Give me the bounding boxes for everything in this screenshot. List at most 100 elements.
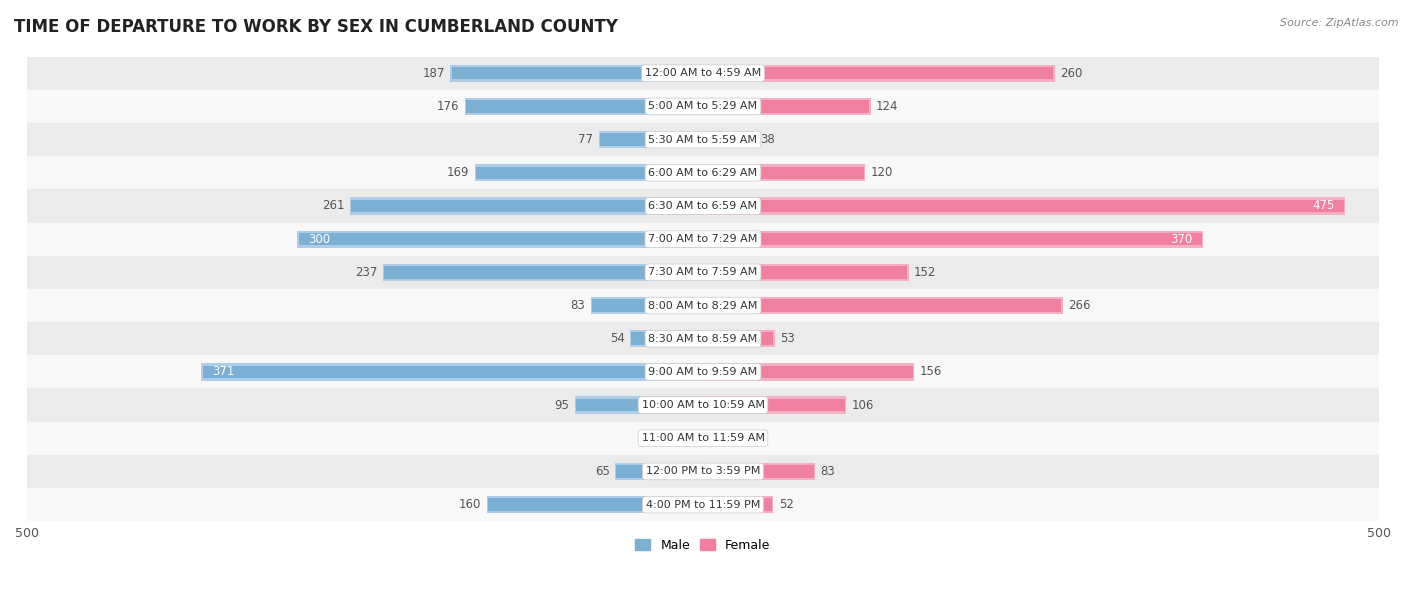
Bar (703, 297, 1063, 314)
Text: 38: 38 (759, 133, 775, 146)
Text: 5:30 AM to 5:59 AM: 5:30 AM to 5:59 AM (648, 134, 758, 145)
Bar (631, 333, 702, 345)
Bar (451, 67, 702, 80)
Bar (474, 164, 703, 181)
Bar (27, 90, 1379, 123)
Bar (704, 399, 845, 411)
Text: 8:30 AM to 8:59 AM: 8:30 AM to 8:59 AM (648, 334, 758, 344)
Bar (467, 100, 702, 112)
Text: 120: 120 (870, 166, 893, 179)
Bar (599, 131, 703, 148)
Bar (27, 455, 1379, 488)
Bar (384, 266, 702, 278)
Text: 176: 176 (437, 100, 460, 113)
Bar (576, 399, 702, 411)
Bar (704, 133, 754, 146)
Bar (704, 499, 772, 511)
Bar (450, 65, 703, 82)
Text: 95: 95 (554, 399, 569, 412)
Text: 260: 260 (1060, 67, 1083, 80)
Text: 152: 152 (914, 266, 936, 279)
Text: 160: 160 (458, 498, 481, 511)
Text: 0: 0 (690, 432, 697, 444)
Bar (352, 200, 702, 212)
Bar (201, 364, 703, 381)
Bar (704, 465, 814, 478)
Bar (27, 322, 1379, 355)
Text: 54: 54 (610, 332, 624, 345)
Bar (703, 430, 706, 447)
Bar (630, 330, 703, 347)
Text: 371: 371 (212, 365, 235, 378)
Text: 7:30 AM to 7:59 AM: 7:30 AM to 7:59 AM (648, 267, 758, 277)
Bar (27, 57, 1379, 90)
Text: 10:00 AM to 10:59 AM: 10:00 AM to 10:59 AM (641, 400, 765, 410)
Bar (298, 233, 702, 245)
Bar (27, 256, 1379, 289)
Bar (703, 330, 775, 347)
Bar (703, 98, 870, 115)
Bar (486, 496, 703, 513)
Text: 475: 475 (1312, 199, 1334, 212)
Legend: Male, Female: Male, Female (630, 534, 776, 557)
Bar (704, 233, 1202, 245)
Bar (27, 289, 1379, 322)
Text: 53: 53 (780, 332, 794, 345)
Bar (27, 189, 1379, 223)
Text: TIME OF DEPARTURE TO WORK BY SEX IN CUMBERLAND COUNTY: TIME OF DEPARTURE TO WORK BY SEX IN CUMB… (14, 18, 617, 36)
Bar (27, 123, 1379, 156)
Text: 5:00 AM to 5:29 AM: 5:00 AM to 5:29 AM (648, 101, 758, 111)
Bar (298, 230, 703, 248)
Text: 237: 237 (354, 266, 377, 279)
Bar (704, 167, 863, 179)
Bar (382, 264, 703, 281)
Bar (700, 430, 703, 447)
Text: 169: 169 (447, 166, 470, 179)
Bar (704, 333, 773, 345)
Bar (575, 396, 703, 414)
Bar (704, 266, 907, 278)
Bar (591, 297, 703, 314)
Text: 6:30 AM to 6:59 AM: 6:30 AM to 6:59 AM (648, 201, 758, 211)
Bar (703, 164, 865, 181)
Text: 370: 370 (1170, 233, 1192, 246)
Text: 261: 261 (322, 199, 344, 212)
Bar (703, 198, 1346, 215)
Text: 77: 77 (578, 133, 593, 146)
Text: 52: 52 (779, 498, 793, 511)
Text: 83: 83 (571, 299, 585, 312)
Bar (703, 131, 755, 148)
Bar (600, 133, 702, 146)
Text: 300: 300 (308, 233, 330, 246)
Bar (704, 200, 1344, 212)
Text: 266: 266 (1069, 299, 1091, 312)
Bar (27, 156, 1379, 189)
Text: 106: 106 (852, 399, 875, 412)
Bar (703, 264, 908, 281)
Text: 12:00 PM to 3:59 PM: 12:00 PM to 3:59 PM (645, 466, 761, 477)
Bar (488, 499, 702, 511)
Text: 6:00 AM to 6:29 AM: 6:00 AM to 6:29 AM (648, 168, 758, 178)
Text: 187: 187 (422, 67, 444, 80)
Text: 8:00 AM to 8:29 AM: 8:00 AM to 8:29 AM (648, 300, 758, 311)
Bar (703, 230, 1204, 248)
Bar (465, 98, 703, 115)
Bar (27, 223, 1379, 256)
Text: Source: ZipAtlas.com: Source: ZipAtlas.com (1281, 18, 1399, 28)
Bar (27, 488, 1379, 521)
Bar (614, 463, 703, 480)
Bar (704, 299, 1062, 312)
Bar (704, 67, 1053, 80)
Bar (616, 465, 702, 478)
Text: 124: 124 (876, 100, 898, 113)
Text: 4:00 PM to 11:59 PM: 4:00 PM to 11:59 PM (645, 500, 761, 510)
Bar (27, 355, 1379, 389)
Bar (592, 299, 702, 312)
Text: 0: 0 (709, 432, 716, 444)
Bar (703, 463, 815, 480)
Bar (704, 100, 869, 112)
Bar (703, 65, 1054, 82)
Bar (703, 496, 773, 513)
Text: 7:00 AM to 7:29 AM: 7:00 AM to 7:29 AM (648, 234, 758, 244)
Bar (27, 422, 1379, 455)
